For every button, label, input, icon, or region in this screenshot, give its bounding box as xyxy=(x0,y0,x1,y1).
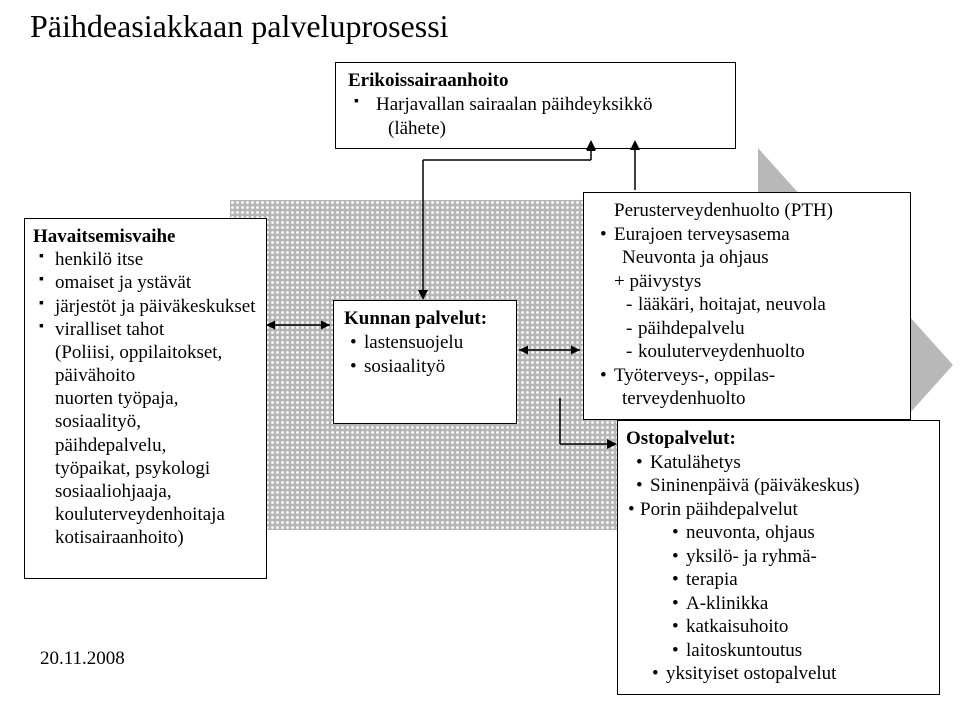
osto-d1: yksilö- ja ryhmä- xyxy=(626,545,931,569)
box-havaitsemisvaihe: Havaitsemisvaihe henkilö itse omaiset ja… xyxy=(24,218,267,579)
box-perusterveydenhuolto: Perusterveydenhuolto (PTH) Eurajoen terv… xyxy=(583,192,911,420)
left-bullet-0: henkilö itse xyxy=(33,248,258,271)
left-tail-6: sosiaaliohjaaja, xyxy=(33,480,258,503)
box-kunnan-palvelut: Kunnan palvelut: lastensuojelu sosiaalit… xyxy=(333,300,517,424)
left-tail-0: (Poliisi, oppilaitokset, xyxy=(33,341,258,364)
box-ostopalvelut: Ostopalvelut: Katulähetys Sininenpäivä (… xyxy=(617,420,940,695)
pth-l4: + päivystys xyxy=(592,270,902,294)
osto-d4: katkaisuhoito xyxy=(626,615,931,639)
pth-dash-2: kouluterveydenhuolto xyxy=(592,340,902,364)
pth-dash-0: lääkäri, hoitajat, neuvola xyxy=(592,293,902,317)
page-root: Päihdeasiakkaan palveluprosessi Erikoiss… xyxy=(0,0,960,708)
top-box-header: Erikoissairaanhoito xyxy=(348,69,723,93)
left-tail-3: sosiaalityö, xyxy=(33,410,258,433)
osto-b: Sininenpäivä (päiväkeskus) xyxy=(626,474,931,498)
osto-d2: terapia xyxy=(626,568,931,592)
osto-e: yksityiset ostopalvelut xyxy=(626,662,931,686)
left-box-header: Havaitsemisvaihe xyxy=(33,225,258,248)
left-tail-5: työpaikat, psykologi xyxy=(33,457,258,480)
box-erikoissairaanhoito: Erikoissairaanhoito Harjavallan sairaala… xyxy=(335,62,736,149)
top-box-paren: (lähete) xyxy=(348,117,723,141)
page-title: Päihdeasiakkaan palveluprosessi xyxy=(30,8,449,45)
left-tail-4: päihdepalvelu, xyxy=(33,434,258,457)
mid-item-0: lastensuojelu xyxy=(344,331,506,355)
osto-d3: A-klinikka xyxy=(626,592,931,616)
left-bullet-2: järjestöt ja päiväkeskukset xyxy=(33,295,258,318)
page-date: 20.11.2008 xyxy=(40,648,125,670)
osto-c: Porin päihdepalvelut xyxy=(626,498,931,522)
pth-l9: terveydenhuolto xyxy=(592,387,902,411)
left-bullet-3: viralliset tahot xyxy=(33,318,258,341)
pth-l1: Perusterveydenhuolto (PTH) xyxy=(592,199,902,223)
top-box-item: Harjavallan sairaalan päihdeyksikkö xyxy=(348,93,723,117)
left-tail-7: kouluterveydenhoitaja xyxy=(33,503,258,526)
mid-item-1: sosiaalityö xyxy=(344,355,506,379)
left-tail-8: kotisairaanhoito) xyxy=(33,526,258,549)
pth-dash-1: päihdepalvelu xyxy=(592,317,902,341)
osto-header: Ostopalvelut: xyxy=(626,427,931,451)
osto-d0: neuvonta, ohjaus xyxy=(626,521,931,545)
mid-box-header: Kunnan palvelut: xyxy=(344,307,506,331)
pth-l2: Eurajoen terveysasema xyxy=(592,223,902,247)
pth-l3: Neuvonta ja ohjaus xyxy=(592,246,902,270)
osto-d5: laitoskuntoutus xyxy=(626,639,931,663)
left-tail-1: päivähoito xyxy=(33,364,258,387)
pth-l8: Työterveys-, oppilas- xyxy=(592,364,902,388)
osto-a: Katulähetys xyxy=(626,451,931,475)
left-bullet-1: omaiset ja ystävät xyxy=(33,271,258,294)
left-tail-2: nuorten työpaja, xyxy=(33,387,258,410)
